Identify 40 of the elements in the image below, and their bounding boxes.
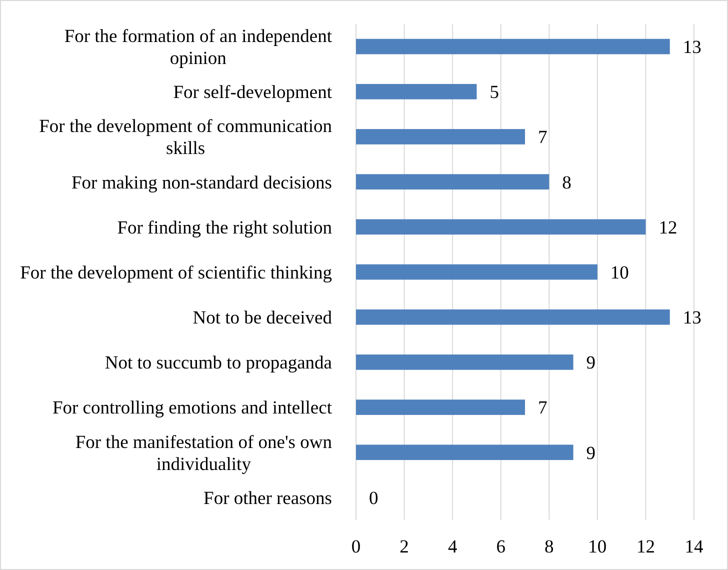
x-tick-label: 8 — [544, 537, 554, 558]
y-tick-label: For other reasons — [204, 488, 332, 509]
y-tick-label: For controlling emotions and intellect — [52, 398, 333, 419]
x-tick-label: 12 — [636, 537, 655, 558]
y-tick-label: For the formation of an independent opinion — [64, 27, 333, 70]
data-label: 13 — [682, 38, 702, 58]
data-label: 7 — [538, 398, 548, 419]
bar — [356, 38, 670, 54]
bar — [356, 219, 646, 235]
y-tick-label: For making non-standard decisions — [72, 173, 332, 194]
x-tick-label: 14 — [684, 537, 704, 558]
x-tick-label: 10 — [588, 537, 607, 558]
x-tick-label: 2 — [400, 537, 409, 558]
bar — [356, 264, 598, 280]
bar — [356, 354, 574, 370]
y-tick-label: For the development of scientific thinking — [20, 263, 332, 284]
bar — [356, 444, 574, 460]
data-label: 5 — [490, 83, 499, 104]
x-tick-label: 6 — [496, 537, 506, 558]
data-label: 10 — [610, 263, 629, 284]
data-label: 9 — [586, 444, 596, 464]
bar — [356, 129, 525, 144]
data-label: 8 — [562, 173, 572, 194]
data-label: 13 — [682, 308, 702, 329]
data-label: 0 — [369, 488, 378, 509]
bar — [356, 174, 550, 190]
y-tick-label: For finding the right solution — [117, 218, 332, 238]
y-tick-label: Not to be deceived — [192, 308, 333, 329]
data-label: 7 — [538, 128, 548, 148]
y-tick-label: For the manifestation of one's own individuality — [75, 432, 332, 475]
bar — [356, 309, 670, 325]
y-tick-label: For the development of communication skills — [39, 117, 332, 160]
data-label: 9 — [586, 354, 596, 374]
x-tick-label: 4 — [448, 537, 458, 558]
bar — [356, 84, 477, 100]
data-label: 12 — [658, 218, 678, 238]
y-tick-label: For self-development — [173, 83, 333, 104]
bar — [356, 400, 525, 415]
x-tick-label: 0 — [351, 537, 361, 558]
y-tick-label: Not to succumb to propaganda — [104, 354, 332, 374]
